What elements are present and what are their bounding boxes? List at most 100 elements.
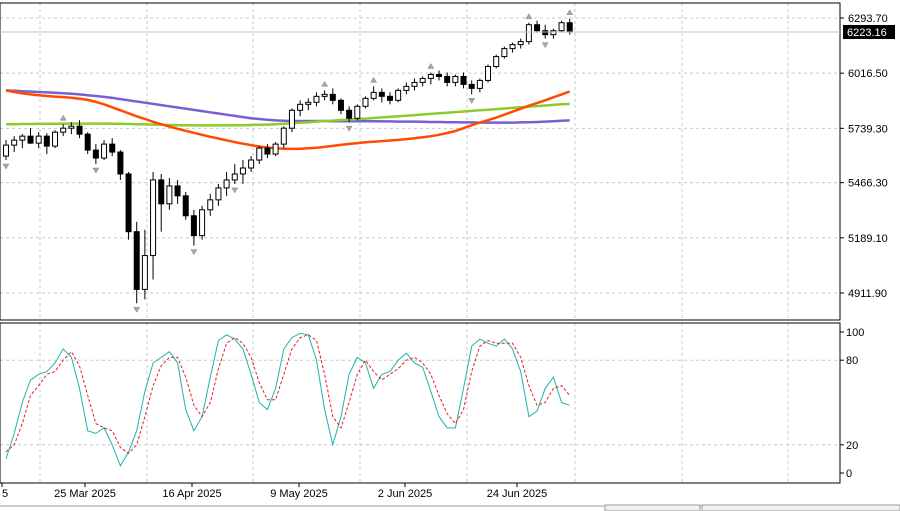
current-price-tag-bg: [843, 25, 895, 39]
bull-candle-body: [517, 41, 524, 46]
bull-candle-body: [427, 73, 434, 79]
bull-candle-body: [19, 135, 26, 141]
candle: [509, 42, 516, 53]
candle: [68, 122, 75, 135]
candle: [501, 46, 508, 59]
bull-candle-body: [223, 179, 230, 189]
candle: [272, 142, 279, 157]
fractal-up-marker: [370, 76, 378, 83]
oscillator-pane[interactable]: 100 80 20 0: [0, 322, 864, 484]
time-tick-label: 2 Jun 2025: [378, 488, 432, 500]
bear-candle-body: [444, 75, 451, 83]
mid-moving-average-line: [6, 102, 570, 127]
candle: [141, 229, 148, 300]
price-tick-label: 6293.70: [848, 13, 888, 25]
price-pane[interactable]: 6293.70 6016.50 5739.30 5466.30 5189.10 4911.…: [0, 2, 895, 321]
bull-candle-body: [354, 105, 361, 119]
chart-tab[interactable]: [701, 504, 900, 511]
candle: [297, 100, 304, 117]
candle: [288, 108, 295, 133]
candle: [370, 86, 377, 101]
candle: [158, 173, 165, 232]
time-tick-label: 16 Apr 2025: [162, 488, 221, 500]
bear-candle-body: [174, 185, 181, 197]
candle: [92, 144, 99, 165]
fractal-up-marker: [321, 80, 329, 87]
bear-candle-body: [109, 143, 116, 153]
time-tick-label: 25 Mar 2025: [54, 488, 116, 500]
candle: [280, 126, 287, 149]
bull-candle-body: [166, 185, 173, 205]
chart-tab[interactable]: [604, 504, 701, 511]
candle: [329, 88, 336, 105]
time-tick-label: 9 May 2025: [270, 488, 327, 500]
price-axis: 6293.70 6016.50 5739.30 5466.30 5189.10 4911.…: [840, 13, 888, 300]
bear-candle-body: [84, 133, 91, 151]
bull-candle-body: [3, 144, 9, 157]
candle: [321, 90, 328, 101]
candle: [182, 191, 189, 220]
bull-candle-body: [207, 199, 214, 211]
candle: [27, 128, 34, 145]
time-axis: 5 25 Mar 2025 16 Apr 2025 9 May 2025 2 Jun 2…: [1, 483, 547, 500]
candle: [386, 92, 393, 105]
candle: [109, 138, 116, 157]
bull-candle-body: [419, 77, 426, 83]
candle: [525, 22, 532, 45]
candle: [550, 28, 557, 39]
candle: [150, 171, 157, 280]
candle: [52, 130, 59, 149]
bear-candle-body: [436, 73, 443, 77]
bull-candle-body: [199, 209, 206, 237]
bear-candle-body: [27, 135, 34, 144]
bear-candle-body: [264, 147, 271, 155]
bull-candle-body: [52, 131, 59, 147]
candle: [313, 92, 320, 107]
candle: [378, 88, 385, 103]
bull-candle-body: [321, 93, 328, 97]
fast-moving-average-line: [5, 89, 571, 151]
candle: [215, 183, 222, 206]
bear-candle-body: [566, 22, 573, 33]
bull-candle-body: [35, 135, 42, 144]
bull-candle-body: [239, 167, 246, 175]
candle: [411, 78, 418, 91]
candle: [395, 88, 402, 103]
bull-candle-body: [411, 81, 418, 87]
candle: [517, 38, 524, 49]
bull-candle-body: [403, 85, 410, 91]
fractal-down-marker: [133, 307, 141, 313]
candle: [337, 98, 344, 115]
fractal-up-marker: [525, 13, 533, 19]
bear-candle-body: [125, 173, 132, 233]
candle: [403, 82, 410, 95]
bull-candle-body: [525, 24, 532, 43]
bull-candle-body: [370, 91, 377, 99]
bull-candle-body: [297, 103, 304, 111]
bear-candle-body: [337, 99, 344, 111]
price-tick-label: 6016.50: [848, 68, 888, 80]
candle: [354, 104, 361, 121]
candle: [133, 221, 140, 304]
bear-candle-body: [190, 215, 197, 237]
candle: [305, 98, 312, 111]
oscillator-tick-label: 100: [846, 327, 864, 339]
bear-candle-body: [76, 125, 83, 135]
bull-candle-body: [11, 139, 18, 146]
candle: [476, 78, 483, 93]
bear-candle-body: [329, 93, 336, 101]
bull-candle-body: [362, 97, 369, 107]
current-price-tag: 6223.16: [843, 25, 895, 39]
candle: [264, 144, 271, 159]
bull-candle-body: [509, 44, 516, 50]
candle: [199, 205, 206, 240]
bull-candle-body: [395, 89, 402, 101]
oscillator-signal-line: [5, 334, 571, 454]
candle: [558, 20, 565, 33]
bull-candle-body: [476, 79, 483, 89]
candle: [125, 171, 132, 240]
fractal-markers: [2, 9, 574, 313]
current-price-label: 6223.16: [847, 27, 887, 39]
bull-candle-body: [501, 48, 508, 58]
